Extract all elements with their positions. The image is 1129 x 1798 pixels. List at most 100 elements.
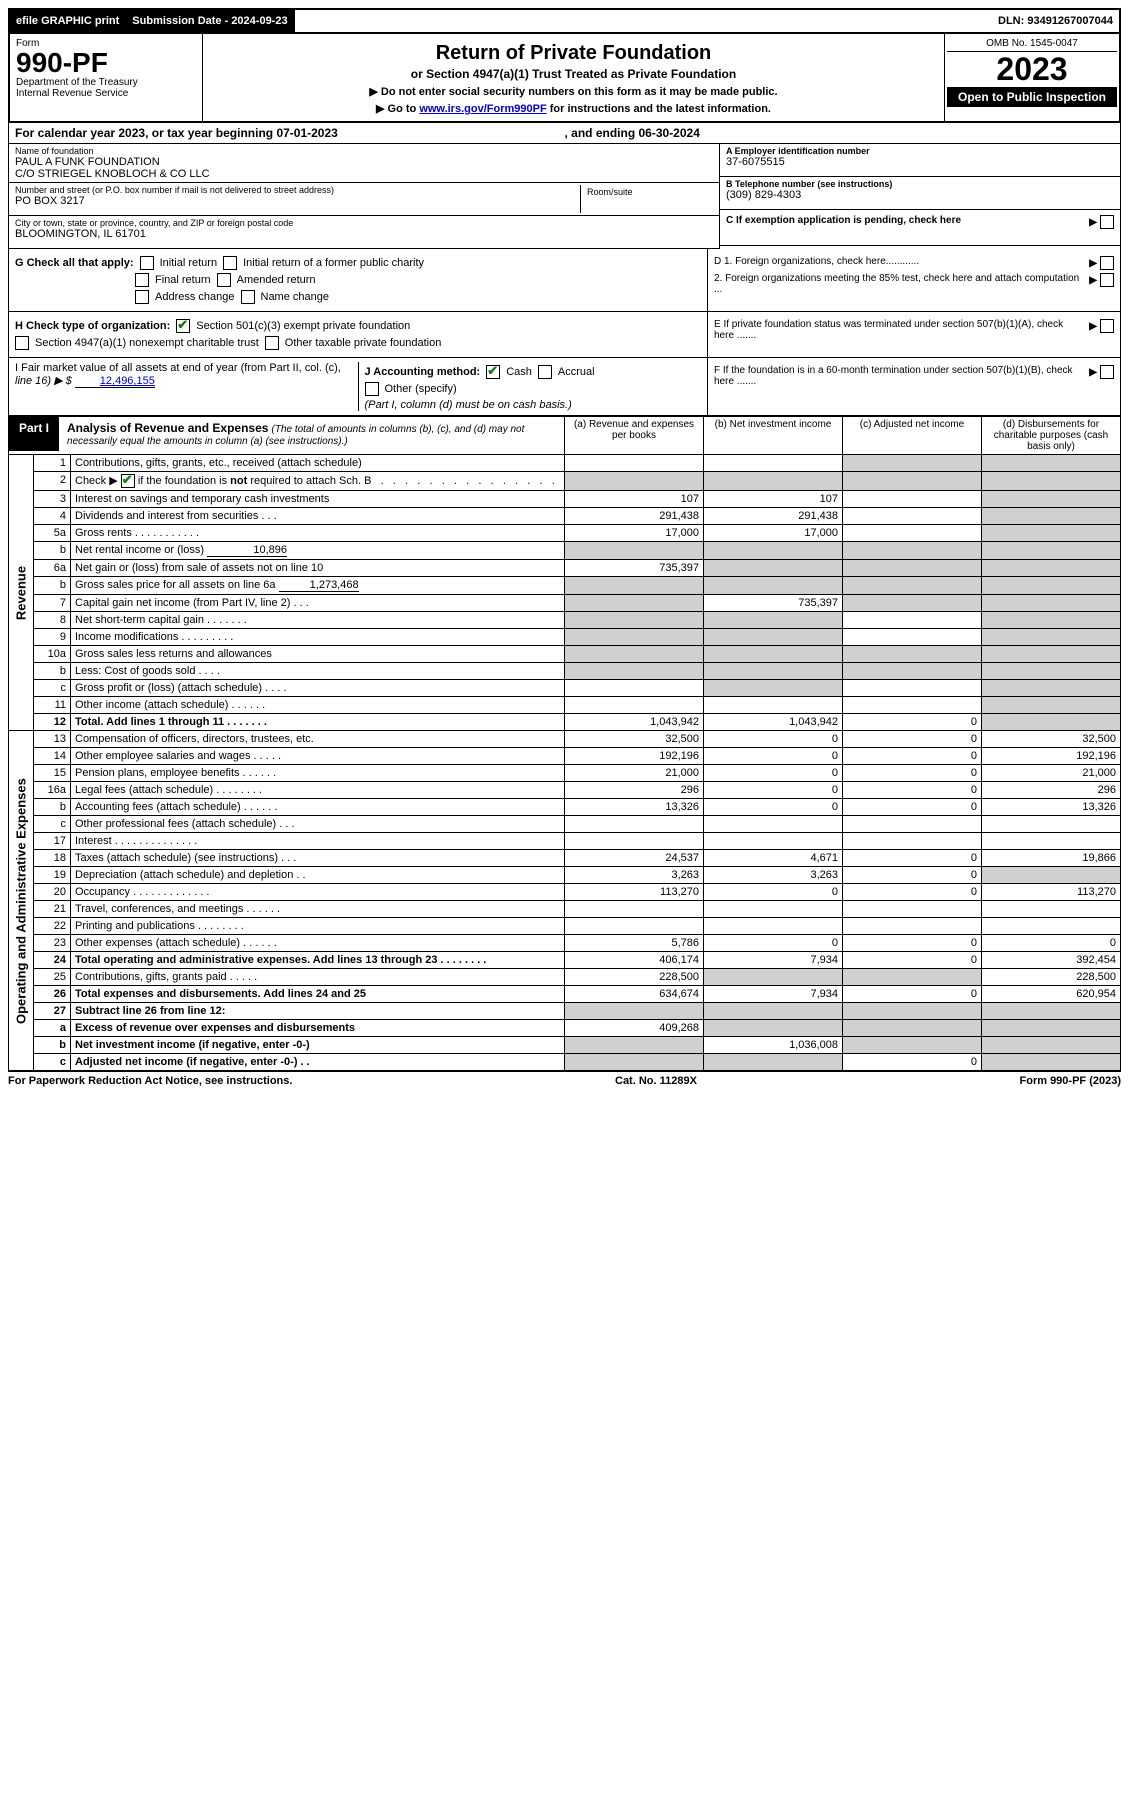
fmv-value[interactable]: 12,496,155 [75, 375, 155, 388]
cell-dd [982, 508, 1121, 525]
cell-b [704, 629, 843, 646]
instr2-pre: ▶ Go to [376, 103, 419, 115]
cell-c: 0 [843, 952, 982, 969]
cell-a [565, 612, 704, 629]
row-number: 1 [34, 455, 71, 472]
row-number: 23 [34, 935, 71, 952]
c-label: C If exemption application is pending, c… [726, 215, 961, 226]
cell-c [843, 680, 982, 697]
table-row: bLess: Cost of goods sold . . . . [9, 663, 1121, 680]
row-number: 8 [34, 612, 71, 629]
cell-b: 17,000 [704, 525, 843, 542]
initial-former-checkbox[interactable] [223, 256, 237, 270]
accrual-checkbox[interactable] [538, 365, 552, 379]
cell-c [843, 1020, 982, 1037]
header-left: Form 990-PF Department of the Treasury I… [10, 34, 203, 121]
cell-b [704, 680, 843, 697]
efile-print[interactable]: efile GRAPHIC print [10, 10, 126, 32]
cell-a: 32,500 [565, 731, 704, 748]
cell-dd [982, 663, 1121, 680]
row-number: 19 [34, 867, 71, 884]
4947-checkbox[interactable] [15, 336, 29, 350]
row-number: 13 [34, 731, 71, 748]
arrow-icon: ▶ [1089, 321, 1097, 332]
amended-return-checkbox[interactable] [217, 273, 231, 287]
room-suite: Room/suite [581, 185, 713, 213]
other-method-checkbox[interactable] [365, 382, 379, 396]
row-number: 3 [34, 491, 71, 508]
table-row: 10aGross sales less returns and allowanc… [9, 646, 1121, 663]
e-checkbox[interactable] [1100, 319, 1114, 333]
row-desc: Occupancy . . . . . . . . . . . . . [71, 884, 565, 901]
row-desc: Printing and publications . . . . . . . … [71, 918, 565, 935]
cell-dd [982, 472, 1121, 491]
cell-dd: 21,000 [982, 765, 1121, 782]
cell-a: 291,438 [565, 508, 704, 525]
row-number: c [34, 680, 71, 697]
table-row: 3Interest on savings and temporary cash … [9, 491, 1121, 508]
j-section: J Accounting method: Cash Accrual Other … [359, 362, 702, 411]
city-val: BLOOMINGTON, IL 61701 [15, 228, 713, 240]
cell-a: 228,500 [565, 969, 704, 986]
addr-change-label: Address change [155, 291, 235, 303]
cell-dd: 228,500 [982, 969, 1121, 986]
cell-dd: 113,270 [982, 884, 1121, 901]
cell-b [704, 560, 843, 577]
form-link[interactable]: www.irs.gov/Form990PF [419, 103, 546, 115]
table-row: 6aNet gain or (loss) from sale of assets… [9, 560, 1121, 577]
ein-val: 37-6075515 [726, 156, 1114, 168]
cell-b: 0 [704, 731, 843, 748]
j-note: (Part I, column (d) must be on cash basi… [365, 399, 572, 411]
cell-b [704, 646, 843, 663]
initial-return-checkbox[interactable] [140, 256, 154, 270]
d2-label: 2. Foreign organizations meeting the 85%… [714, 273, 1083, 295]
cell-c [843, 560, 982, 577]
cell-dd [982, 1037, 1121, 1054]
cell-c: 0 [843, 935, 982, 952]
row-number: b [34, 1037, 71, 1054]
table-row: 15Pension plans, employee benefits . . .… [9, 765, 1121, 782]
cell-a [565, 455, 704, 472]
d1-checkbox[interactable] [1100, 256, 1114, 270]
cell-c [843, 491, 982, 508]
table-row: aExcess of revenue over expenses and dis… [9, 1020, 1121, 1037]
cell-c [843, 816, 982, 833]
cell-c [843, 542, 982, 560]
row-desc: Travel, conferences, and meetings . . . … [71, 901, 565, 918]
col-d-header: (d) Disbursements for charitable purpose… [982, 417, 1121, 455]
cell-dd [982, 697, 1121, 714]
other-taxable-checkbox[interactable] [265, 336, 279, 350]
row-desc: Net short-term capital gain . . . . . . … [71, 612, 565, 629]
footer-left: For Paperwork Reduction Act Notice, see … [8, 1075, 292, 1087]
city-cell: City or town, state or province, country… [9, 216, 719, 249]
final-return-checkbox[interactable] [135, 273, 149, 287]
address-row: Number and street (or P.O. box number if… [9, 183, 719, 216]
f-section: F If the foundation is in a 60-month ter… [707, 358, 1120, 415]
cell-a [565, 1037, 704, 1054]
row-desc: Less: Cost of goods sold . . . . [71, 663, 565, 680]
cash-checkbox[interactable] [486, 365, 500, 379]
table-row: 26Total expenses and disbursements. Add … [9, 986, 1121, 1003]
cell-a: 735,397 [565, 560, 704, 577]
name-change-checkbox[interactable] [241, 290, 255, 304]
cell-dd [982, 1003, 1121, 1020]
footer-right: Form 990-PF (2023) [1020, 1075, 1122, 1087]
d2-checkbox[interactable] [1100, 273, 1114, 287]
entity-block: Name of foundation PAUL A FUNK FOUNDATIO… [8, 144, 1121, 249]
cell-c [843, 901, 982, 918]
cell-b: 0 [704, 782, 843, 799]
phone-label: B Telephone number (see instructions) [726, 179, 892, 189]
cell-c: 0 [843, 782, 982, 799]
addr-change-checkbox[interactable] [135, 290, 149, 304]
row-desc: Gross rents . . . . . . . . . . . [71, 525, 565, 542]
501c3-checkbox[interactable] [176, 319, 190, 333]
f-checkbox[interactable] [1100, 365, 1114, 379]
cell-a: 13,326 [565, 799, 704, 816]
table-row: 14Other employee salaries and wages . . … [9, 748, 1121, 765]
row-number: 18 [34, 850, 71, 867]
c-checkbox[interactable] [1100, 215, 1114, 229]
cell-dd [982, 491, 1121, 508]
table-row: 21Travel, conferences, and meetings . . … [9, 901, 1121, 918]
cell-a: 409,268 [565, 1020, 704, 1037]
cell-b [704, 1003, 843, 1020]
